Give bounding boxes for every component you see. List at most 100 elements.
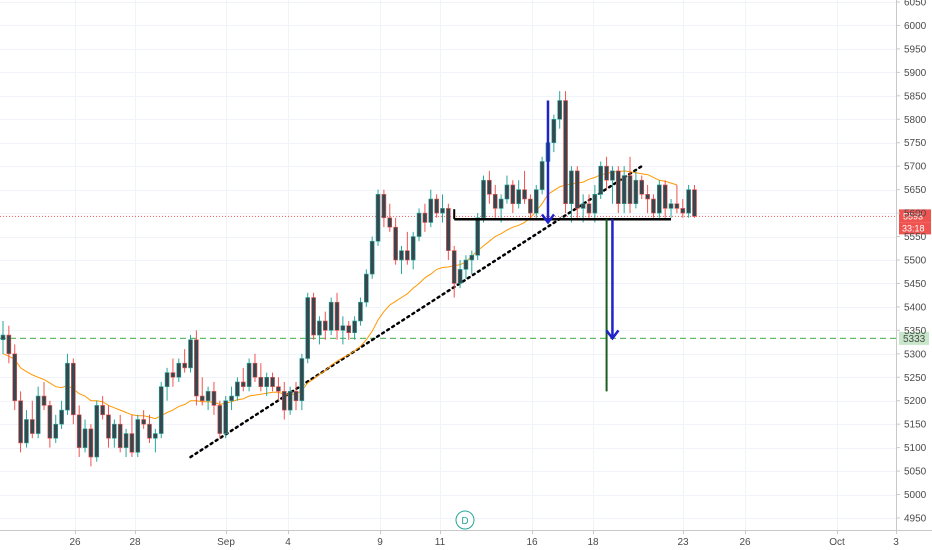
candle [364,269,369,307]
candle [569,166,574,223]
candle [281,381,287,420]
candle-body [551,118,557,144]
candle [12,344,18,411]
ascending-trendline [189,164,643,459]
candle-body [240,381,246,387]
candle [264,372,270,397]
candle [129,414,135,458]
candle [252,353,258,382]
candle-body [633,179,639,205]
candle [416,208,422,242]
candle [498,194,504,223]
candle [686,184,691,218]
candle-body [686,189,691,214]
candle-body [47,405,53,439]
candle-body [311,297,316,336]
candle-body [24,419,29,444]
interval-label: D [461,516,468,527]
arrow-head [605,329,620,341]
candle [563,91,568,214]
candle [592,184,598,223]
x-tick-label: 11 [435,537,446,548]
time-axis[interactable]: 26 28 Sep 4 9 11 16 18 23 26 Oct 3 [0,530,932,548]
candle-body [498,198,504,209]
candle [223,396,228,439]
countdown-label: 33:18 [902,223,925,233]
candle [164,367,170,401]
candle [633,170,639,209]
candle-body [692,189,697,217]
y-tick-label: 5150 [904,420,927,431]
candle [170,358,176,387]
candle-body [158,386,164,434]
y-tick-label: 5300 [904,349,927,360]
level-badge-label: 5333 [903,334,926,345]
candle [317,316,322,345]
candle-body [276,386,281,392]
candle-body [533,189,539,214]
candle-body [393,226,398,261]
candlestick-series [0,91,697,467]
candle-body [680,208,686,214]
candle [446,203,451,260]
candle [53,414,59,443]
candle-body [0,334,6,341]
x-tick-label: 28 [129,537,141,548]
candle-body [598,165,604,195]
candle-body [76,414,82,448]
candle-body [416,212,422,237]
y-tick-label: 5050 [904,467,927,478]
candle [82,419,88,453]
candle-body [451,250,457,284]
interval-badge[interactable]: D [455,510,475,530]
candle [510,180,516,214]
candle-body [106,414,111,439]
candle [680,199,686,218]
candle-body [580,203,586,209]
candle [662,180,668,218]
price-axis[interactable]: 4950 5000 5050 5100 5150 5200 5250 5300 5350 5400… [896,0,927,530]
candle [211,381,217,415]
x-tick-label: Oct [829,537,845,548]
candle-body [504,184,510,200]
candle [434,194,439,218]
trendline-dotted [189,164,643,459]
candle [610,166,615,204]
candle-body [463,259,469,270]
arrow-head [540,213,555,225]
candle-body [129,433,135,453]
y-tick-label: 5650 [904,185,927,196]
x-tick-label: 18 [587,537,599,548]
candle-body [252,362,258,378]
candle [117,414,123,453]
candle [451,245,457,298]
candle [71,358,76,425]
candle [76,405,82,458]
candle-body [604,165,609,181]
x-tick-label: 26 [739,537,751,548]
y-tick-label: 5250 [904,373,927,384]
candle [88,424,94,467]
candle [375,189,381,246]
candle-body [293,391,299,402]
candle [551,114,557,153]
candle [6,325,12,364]
candle-body [59,409,64,425]
candle-body [557,100,563,120]
candle [340,316,346,345]
candle [328,297,334,336]
candle-body [18,400,23,444]
candle-body [592,194,598,214]
candle [299,353,305,411]
candle-body [428,198,434,223]
candle-body [287,391,293,411]
candle [229,386,234,411]
candle-body [65,362,70,411]
candle-body [71,362,76,416]
candle [428,189,434,228]
candle-body [410,236,416,261]
candle [469,250,475,275]
candle-body [375,194,381,242]
candle-body [399,250,404,261]
